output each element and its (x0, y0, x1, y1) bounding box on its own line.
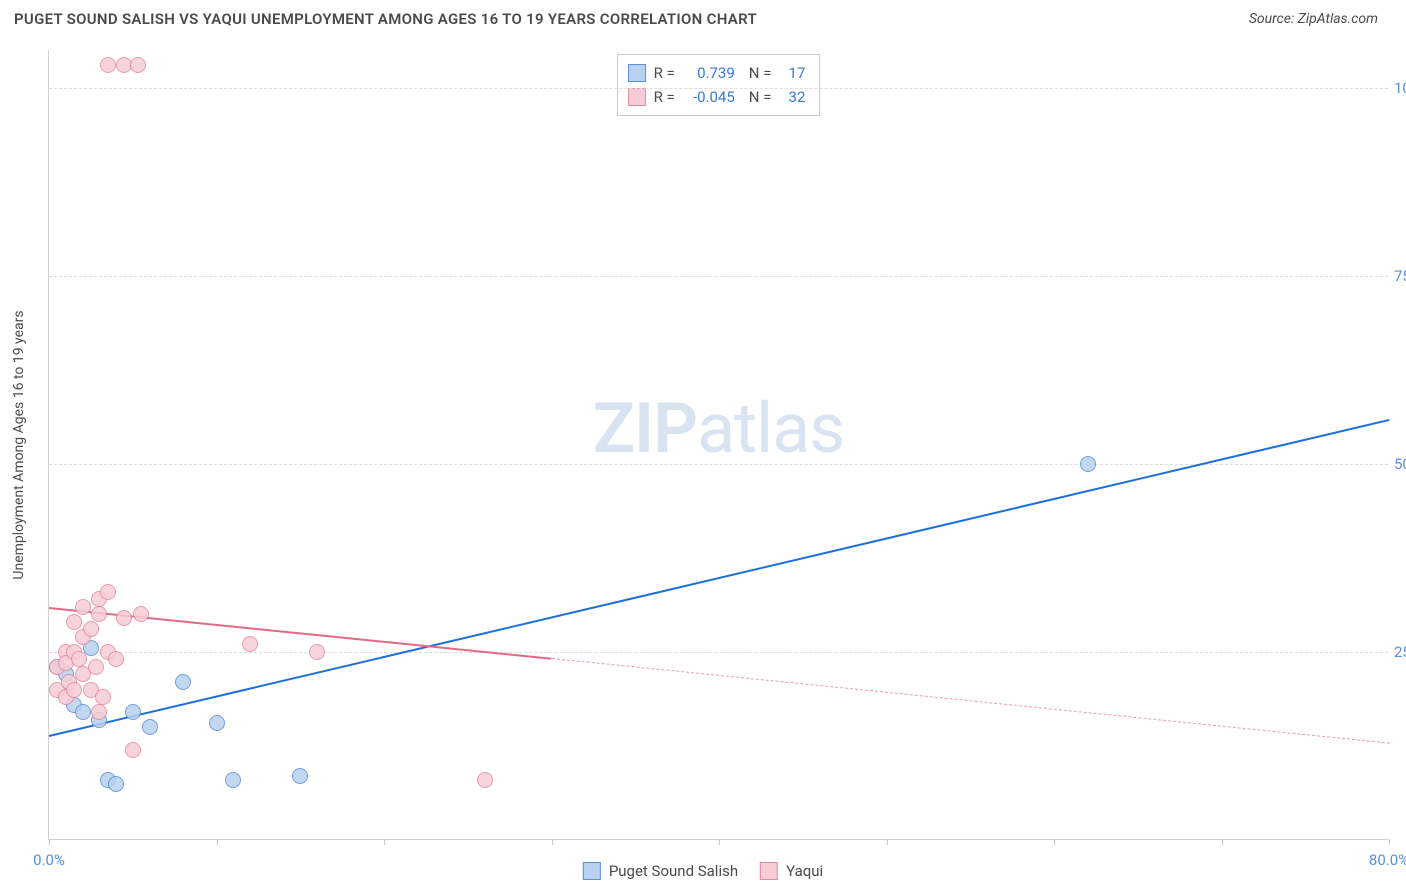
data-point (91, 704, 107, 720)
n-value: 17 (779, 61, 805, 85)
x-tick-label: 80.0% (1369, 851, 1406, 869)
regression-line (551, 658, 1389, 744)
gridline (49, 464, 1388, 465)
chart-source: Source: ZipAtlas.com (1249, 11, 1378, 27)
data-point (309, 644, 325, 660)
data-point (100, 57, 116, 73)
x-tick-mark (1222, 839, 1223, 845)
legend-swatch (583, 862, 601, 880)
legend-item: Yaqui (760, 862, 823, 880)
data-point (71, 651, 87, 667)
data-point (88, 659, 104, 675)
legend-swatch (628, 64, 646, 82)
y-tick-label: 75.0% (1394, 267, 1406, 285)
data-point (133, 606, 149, 622)
y-tick-label: 25.0% (1394, 643, 1406, 661)
data-point (242, 636, 258, 652)
data-point (95, 689, 111, 705)
data-point (225, 772, 241, 788)
x-tick-mark (1054, 839, 1055, 845)
chart-plot-area: Unemployment Among Ages 16 to 19 years Z… (48, 50, 1388, 840)
data-point (75, 599, 91, 615)
data-point (108, 776, 124, 792)
data-point (477, 772, 493, 788)
data-point (108, 651, 124, 667)
legend-item: Puget Sound Salish (583, 862, 738, 880)
data-point (91, 606, 107, 622)
y-axis-label: Unemployment Among Ages 16 to 19 years (11, 310, 27, 579)
x-tick-mark (49, 839, 50, 845)
x-tick-mark (384, 839, 385, 845)
data-point (116, 610, 132, 626)
y-tick-label: 50.0% (1394, 455, 1406, 473)
x-tick-mark (887, 839, 888, 845)
data-point (142, 719, 158, 735)
regression-line (49, 419, 1389, 737)
y-tick-label: 100.0% (1394, 79, 1406, 97)
chart-title: PUGET SOUND SALISH VS YAQUI UNEMPLOYMENT… (14, 10, 757, 28)
data-point (125, 742, 141, 758)
n-label: N = (749, 61, 772, 85)
data-point (75, 704, 91, 720)
stats-row: R = 0.739 N = 17 (628, 61, 806, 85)
data-point (66, 682, 82, 698)
legend-label: Yaqui (786, 862, 823, 880)
data-point (175, 674, 191, 690)
x-tick-mark (552, 839, 553, 845)
watermark: ZIPatlas (593, 388, 845, 470)
r-value: 0.739 (683, 61, 735, 85)
data-point (209, 715, 225, 731)
stats-legend-box: R =0.739N =17R =-0.045N =32 (617, 54, 821, 116)
data-point (292, 768, 308, 784)
legend-swatch (760, 862, 778, 880)
legend-label: Puget Sound Salish (609, 862, 738, 880)
r-label: R = (654, 61, 675, 85)
x-tick-mark (217, 839, 218, 845)
x-tick-mark (719, 839, 720, 845)
x-tick-label: 0.0% (33, 851, 65, 869)
data-point (66, 614, 82, 630)
data-point (1080, 456, 1096, 472)
data-point (125, 704, 141, 720)
data-point (130, 57, 146, 73)
legend-swatch (628, 88, 646, 106)
gridline (49, 88, 1388, 89)
bottom-legend: Puget Sound Salish Yaqui (583, 862, 823, 880)
gridline (49, 276, 1388, 277)
data-point (100, 584, 116, 600)
x-tick-mark (1389, 839, 1390, 845)
data-point (83, 621, 99, 637)
